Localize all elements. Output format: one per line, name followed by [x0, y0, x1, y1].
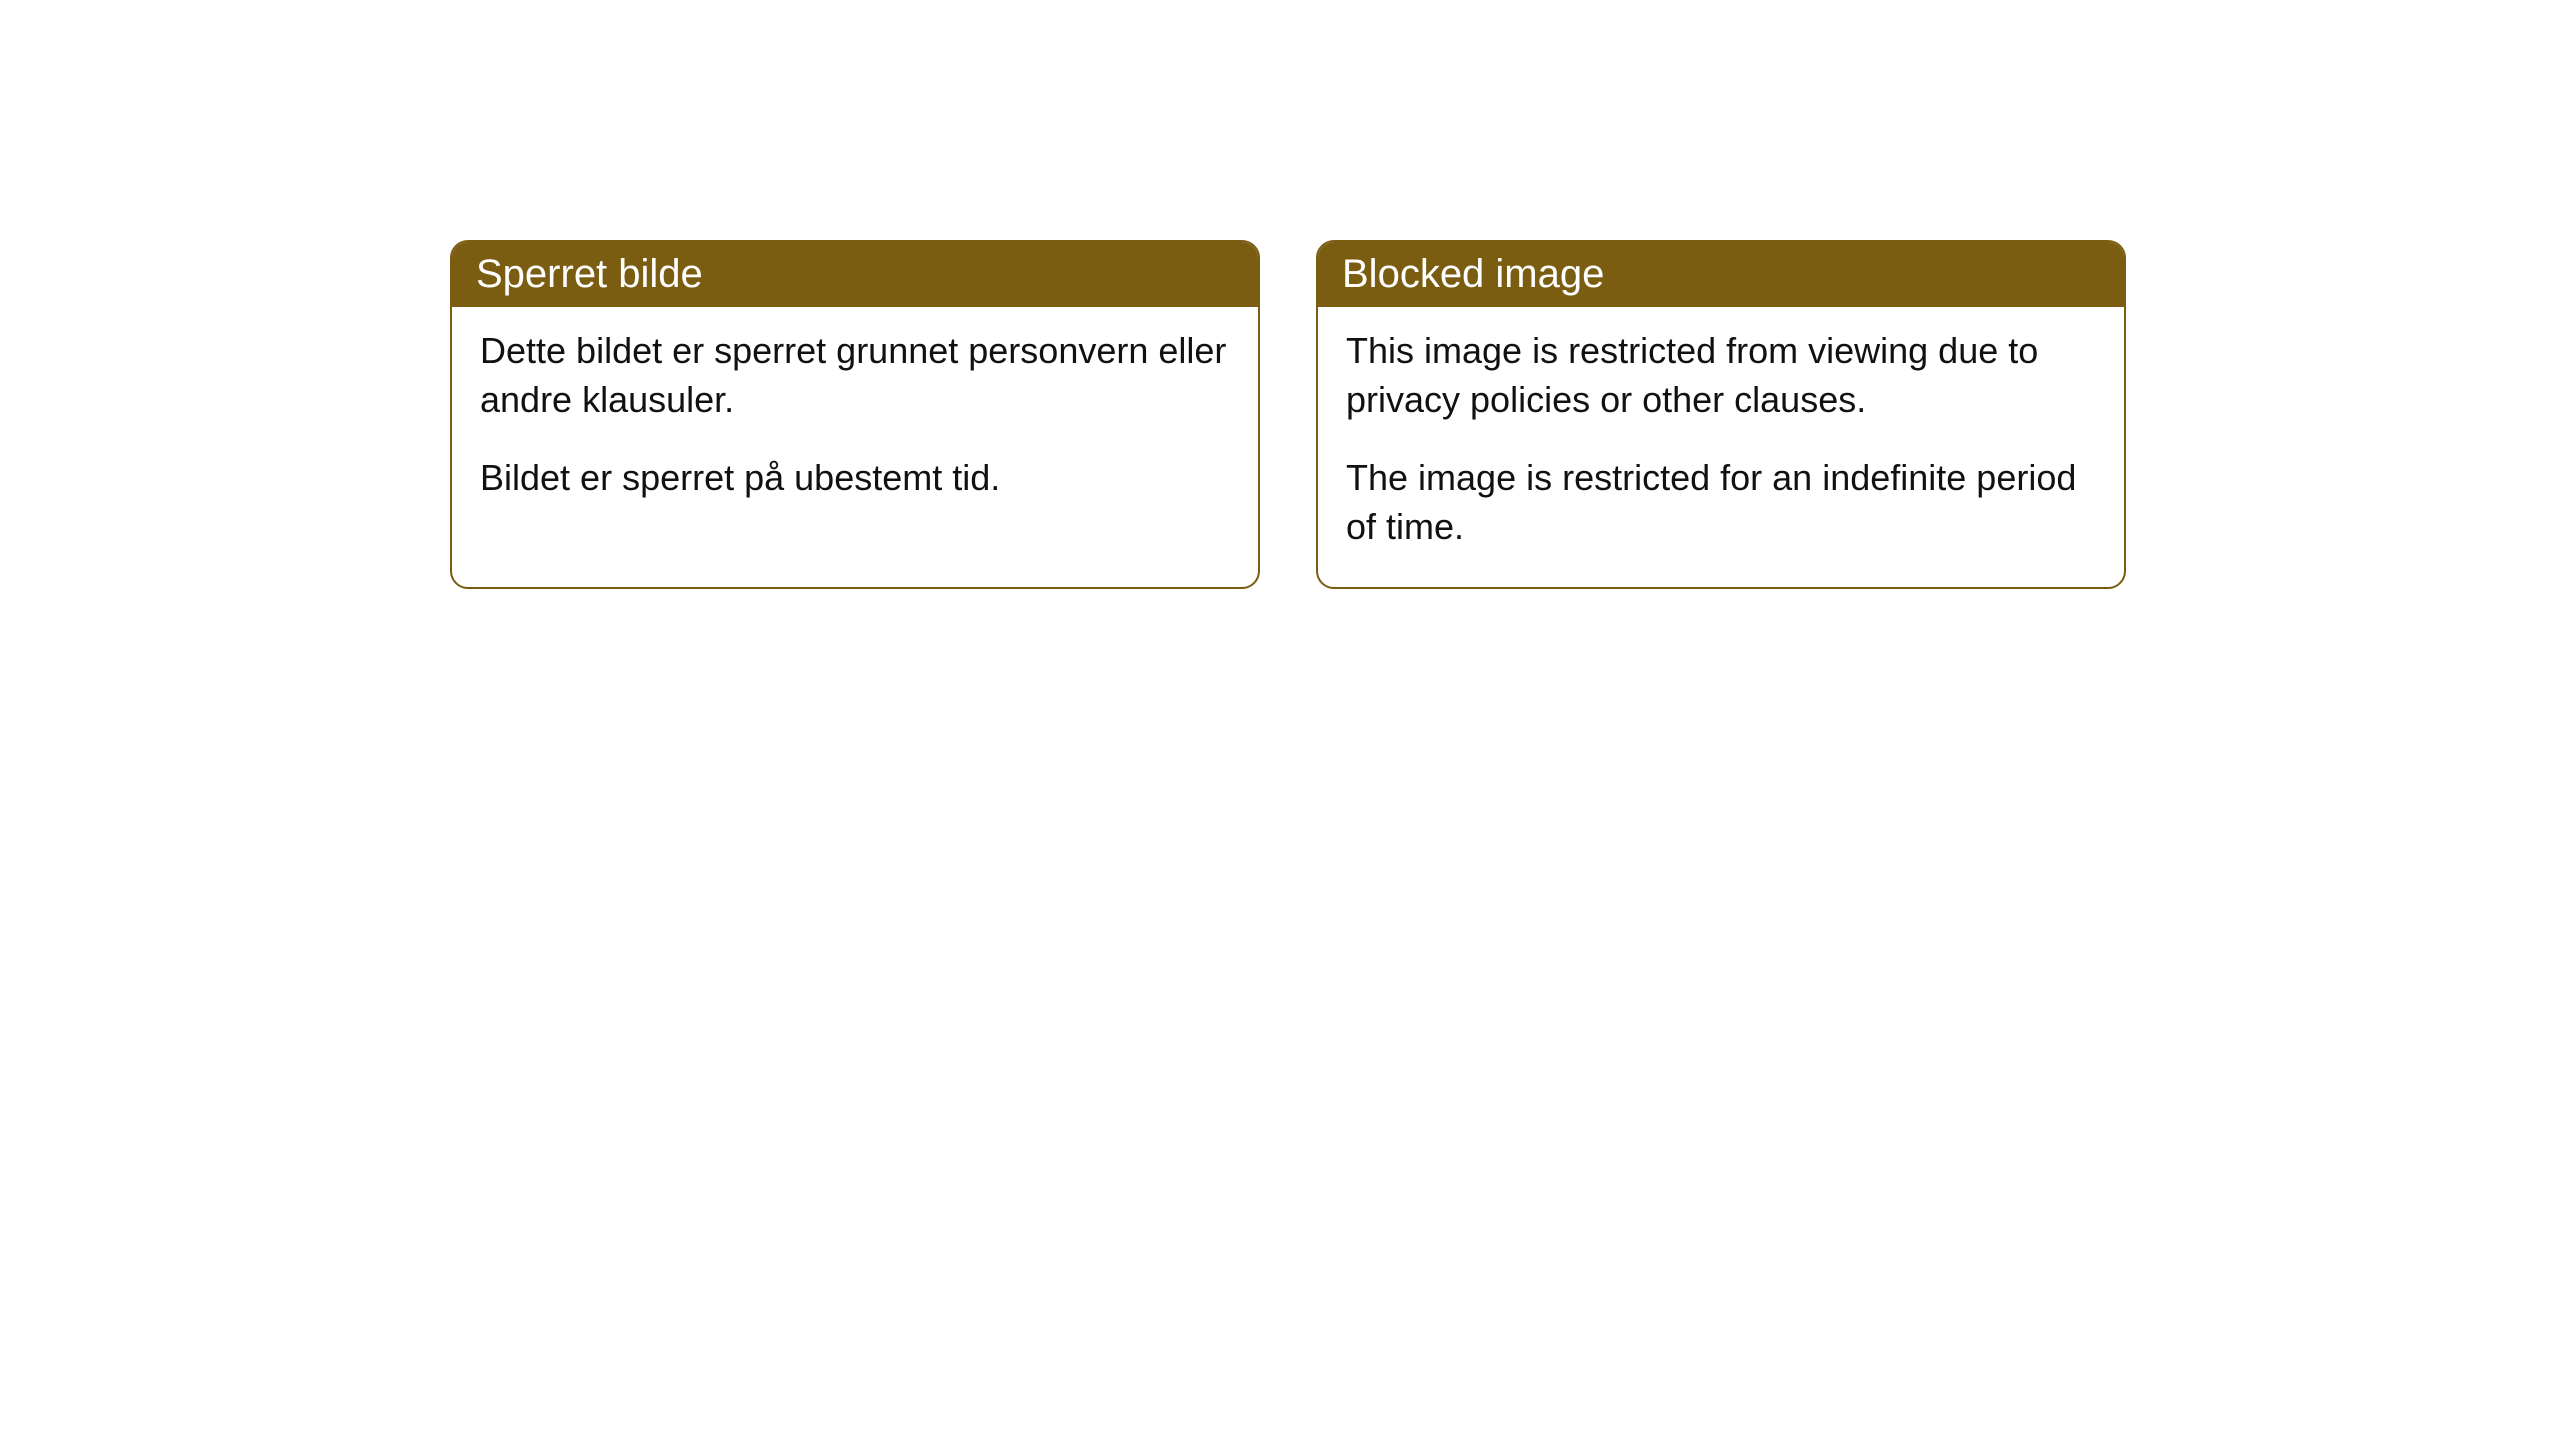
notice-card-english: Blocked image This image is restricted f…	[1316, 240, 2126, 589]
card-paragraph-2: The image is restricted for an indefinit…	[1346, 454, 2096, 551]
card-header: Sperret bilde	[452, 242, 1258, 307]
card-paragraph-2: Bildet er sperret på ubestemt tid.	[480, 454, 1230, 503]
card-header: Blocked image	[1318, 242, 2124, 307]
card-body: This image is restricted from viewing du…	[1318, 307, 2124, 587]
notice-cards-container: Sperret bilde Dette bildet er sperret gr…	[450, 240, 2560, 589]
notice-card-norwegian: Sperret bilde Dette bildet er sperret gr…	[450, 240, 1260, 589]
card-paragraph-1: Dette bildet er sperret grunnet personve…	[480, 327, 1230, 424]
card-body: Dette bildet er sperret grunnet personve…	[452, 307, 1258, 539]
card-paragraph-1: This image is restricted from viewing du…	[1346, 327, 2096, 424]
